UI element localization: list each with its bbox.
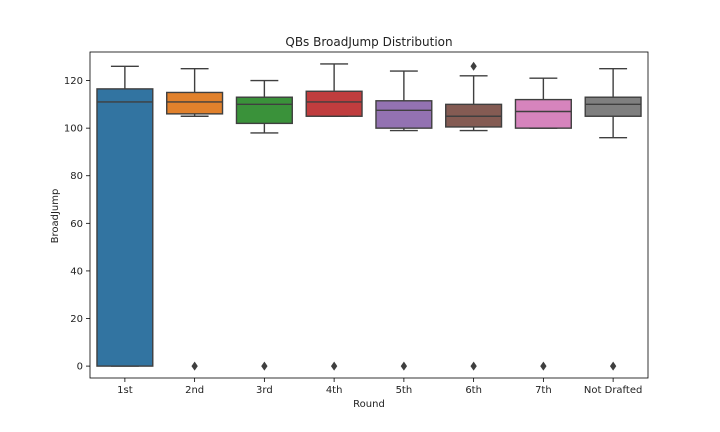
x-tick-label: 1st xyxy=(117,385,133,396)
y-tick-label: 80 xyxy=(70,171,83,182)
x-axis-label: Round xyxy=(353,399,385,410)
outlier-point xyxy=(191,361,198,371)
box-1 xyxy=(96,88,154,367)
outlier-point xyxy=(609,361,617,371)
x-tick-label: 2nd xyxy=(185,385,204,396)
box-5 xyxy=(375,100,433,129)
box-3 xyxy=(235,96,293,125)
box-2 xyxy=(166,91,224,115)
y-tick-label: 100 xyxy=(64,124,83,135)
x-tick-label: 5th xyxy=(396,385,413,396)
x-tick-label: 3rd xyxy=(256,385,273,396)
axes-frame xyxy=(89,51,649,379)
plot-area: 0 20 40 60 80 100 120 1st 2nd 3rd 4th 5th 6th 7th Not … xyxy=(64,51,649,396)
outlier-point xyxy=(261,361,268,371)
x-tick-label: 4th xyxy=(326,385,343,396)
y-tick-label: 60 xyxy=(70,219,83,230)
outlier-point xyxy=(400,361,408,371)
chart-title: QBs BroadJump Distribution xyxy=(285,35,452,49)
outlier-point xyxy=(470,361,477,371)
outlier-point xyxy=(470,61,477,71)
box-8 xyxy=(584,96,642,117)
y-tick-label: 0 xyxy=(77,362,83,373)
y-axis-label: BroadJump xyxy=(50,189,61,244)
y-tick-label: 120 xyxy=(64,76,83,87)
x-tick-label: Not Drafted xyxy=(584,385,642,396)
outlier-point xyxy=(330,361,338,371)
outlier-point xyxy=(540,361,547,371)
x-tick-label: 6th xyxy=(465,385,482,396)
x-tick-label: 7th xyxy=(535,385,552,396)
y-tick-label: 40 xyxy=(70,266,83,277)
box-4 xyxy=(305,90,363,117)
y-tick-label: 20 xyxy=(70,314,83,325)
box-7 xyxy=(514,98,572,129)
